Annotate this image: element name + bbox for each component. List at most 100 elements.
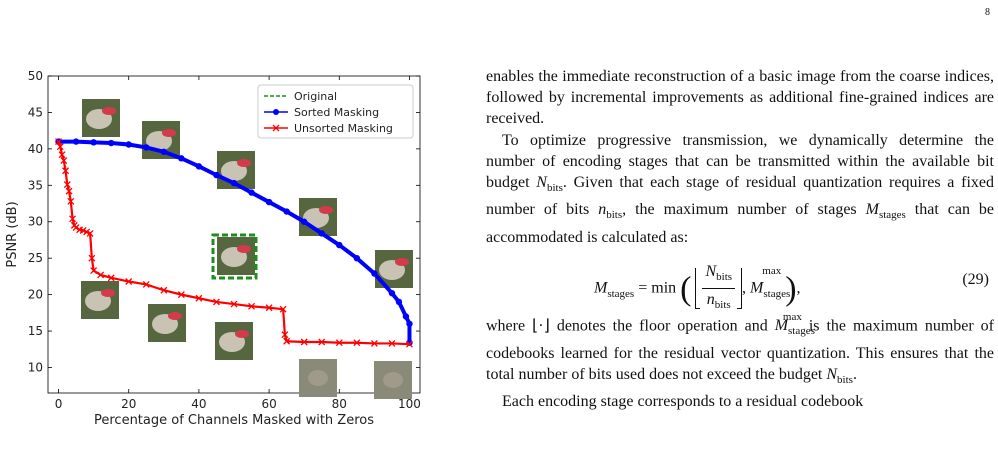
reconstruction-thumbnail (217, 151, 255, 189)
data-point-sorted (213, 171, 220, 179)
data-point-unsorted (283, 337, 291, 345)
data-point-unsorted (160, 286, 168, 294)
data-point-sorted (353, 254, 361, 262)
original-image-frame (211, 233, 258, 280)
data-point-unsorted (58, 151, 66, 159)
y-tick-label: 15 (28, 324, 43, 338)
data-point-sorted (72, 138, 80, 145)
data-point-sorted (248, 189, 255, 196)
reconstruction-thumbnail (374, 361, 412, 399)
data-point-unsorted (88, 254, 96, 262)
thumbnail-highlight (237, 159, 251, 167)
legend-marker-x (272, 124, 280, 132)
x-axis-label: Percentage of Channels Masked with Zeros (94, 413, 374, 428)
data-point-unsorted (65, 187, 73, 195)
data-point-sorted (300, 218, 308, 225)
thumbnail-highlight (237, 245, 251, 253)
text-column: enables the immediate reconstruction of … (486, 66, 994, 413)
y-tick-label: 20 (28, 288, 43, 302)
data-point-sorted (283, 208, 290, 215)
legend-label: Original (294, 90, 337, 103)
y-tick-label: 35 (28, 178, 43, 192)
data-point-unsorted (67, 197, 75, 205)
data-point-unsorted (79, 227, 87, 234)
paragraph-1: enables the immediate reconstruction of … (486, 68, 994, 128)
equation-29: Mstages = min ( Nbits nbits, Mstagesmax )… (486, 255, 994, 312)
data-point-sorted (402, 313, 410, 320)
data-point-unsorted (300, 338, 308, 346)
data-point-sorted (125, 141, 132, 148)
paragraph-2: To optimize progressive transmission, we… (486, 130, 994, 248)
data-point-unsorted (107, 274, 115, 282)
legend-marker-circle (273, 109, 279, 115)
reconstruction-thumbnail (215, 322, 253, 360)
y-axis-label: PSNR (dB) (5, 201, 20, 267)
reconstruction-thumbnail (81, 281, 119, 319)
m-max-stages-symbol: Mstagesmax (774, 311, 815, 338)
data-point-unsorted (60, 157, 68, 164)
data-point-unsorted (86, 229, 94, 237)
p2-text-b: . Given that each stage of residual quan… (486, 174, 995, 219)
data-point-unsorted (212, 298, 220, 306)
data-point-unsorted (72, 224, 80, 232)
data-point-unsorted (195, 294, 203, 302)
p2-text-a: To optimize progressive transmission, we… (486, 131, 994, 192)
equation-number: (29) (962, 271, 989, 288)
reconstruction-thumbnail (299, 359, 337, 397)
paragraph-4: Each encoding stage corresponds to a res… (502, 393, 864, 411)
x-tick-label: 80 (332, 397, 347, 411)
data-point-sorted (395, 298, 403, 306)
x-tick-label: 20 (121, 397, 136, 411)
reconstruction-thumbnail (82, 99, 120, 137)
data-point-sorted (195, 163, 203, 170)
data-point-unsorted (56, 143, 64, 151)
thumbnail-highlight (168, 312, 182, 320)
data-point-unsorted (177, 291, 185, 299)
data-point-unsorted (55, 138, 62, 146)
data-point-sorted (107, 139, 115, 147)
data-point-unsorted (97, 271, 105, 279)
data-point-sorted (406, 320, 413, 327)
data-point-unsorted (63, 181, 71, 189)
data-point-unsorted (265, 304, 273, 312)
equation-body: Mstages = min ( Nbits nbits, Mstagesmax )… (594, 263, 801, 312)
x-tick-label: 0 (55, 397, 63, 411)
data-point-sorted (388, 289, 396, 297)
reconstruction-thumbnail (217, 237, 255, 275)
data-point-unsorted (406, 340, 413, 348)
p2-text-c: , the maximum number of stages (622, 201, 866, 219)
series-line (57, 141, 410, 346)
legend-label: Sorted Masking (294, 106, 379, 119)
reconstruction-thumbnail (375, 250, 413, 288)
data-point-unsorted (388, 339, 396, 347)
thumbnail-highlight (235, 330, 249, 338)
data-point-sorted (336, 241, 343, 249)
psnr-figure: 0 20 40 60 80 100 10 15 20 25 30 35 40 45 50 Percentage… (0, 60, 470, 453)
data-point-unsorted (279, 305, 287, 313)
plot-frame (47, 75, 421, 394)
p2-text-d: that can be accommodated is calculated a… (486, 201, 995, 246)
y-tick-label: 30 (28, 215, 43, 229)
y-tick-label: 40 (28, 142, 43, 156)
data-point-unsorted (318, 338, 326, 346)
data-point-sorted (230, 179, 238, 187)
reconstruction-thumbnail (148, 304, 186, 342)
y-tick-label: 50 (28, 69, 43, 83)
data-point-sorted (265, 198, 273, 206)
thumbnail-subject (308, 370, 328, 386)
n-bits-symbol: Nbits (536, 174, 563, 195)
data-point-unsorted (83, 228, 91, 236)
data-point-unsorted (353, 339, 361, 347)
data-point-unsorted (281, 331, 289, 339)
thumbnail-highlight (162, 129, 176, 137)
data-point-unsorted (69, 215, 77, 223)
thumbnail-highlight (102, 107, 116, 115)
data-point-sorted (178, 155, 185, 162)
data-point-unsorted (125, 278, 133, 285)
x-tick-label: 100 (398, 397, 421, 411)
data-point-unsorted (230, 300, 238, 308)
data-point-unsorted (370, 339, 378, 347)
data-point-sorted (90, 139, 97, 146)
thumbnail-subject (383, 372, 403, 388)
data-point-sorted (160, 148, 168, 155)
